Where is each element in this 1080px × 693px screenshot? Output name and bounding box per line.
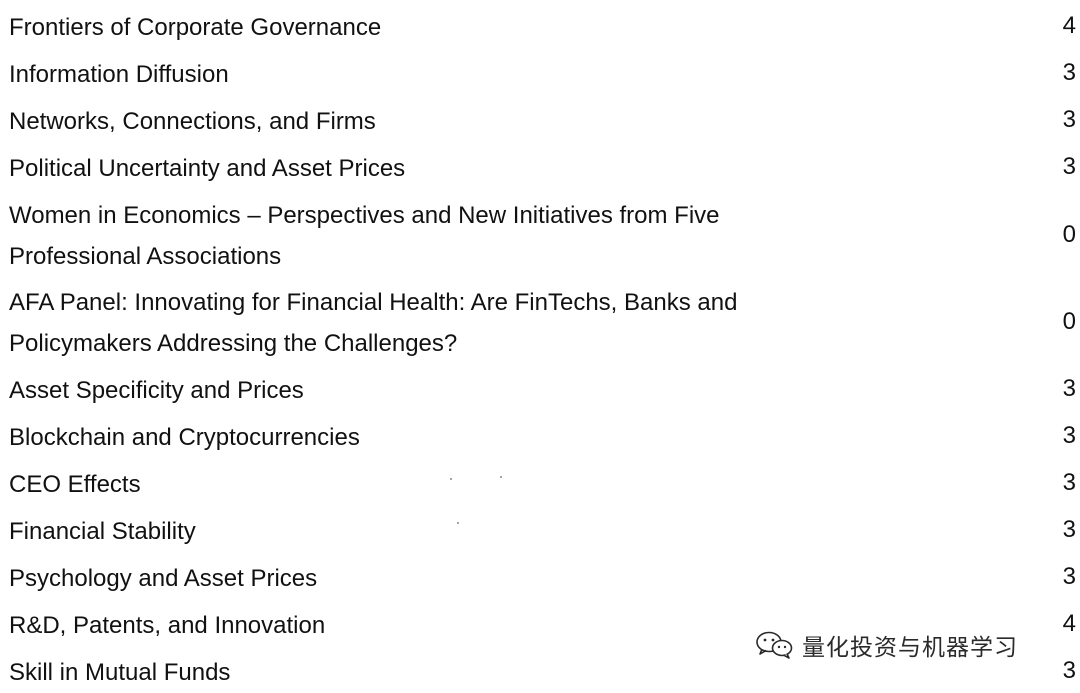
session-row: Frontiers of Corporate Governance 4 <box>0 0 1080 47</box>
session-count: 3 <box>1062 516 1076 543</box>
session-row: Skill in Mutual Funds 3 <box>0 645 1080 692</box>
session-title: Psychology and Asset Prices <box>9 565 318 592</box>
watermark: 量化投资与机器学习 <box>754 628 1018 662</box>
scan-speck <box>450 478 452 480</box>
session-count: 0 <box>1062 308 1076 335</box>
session-row: AFA Panel: Innovating for Financial Heal… <box>0 275 1080 363</box>
session-count: 3 <box>1062 153 1076 180</box>
session-title: Frontiers of Corporate Governance <box>9 14 382 41</box>
session-title: AFA Panel: Innovating for Financial Heal… <box>9 289 738 357</box>
session-row: Networks, Connections, and Firms 3 <box>0 94 1080 141</box>
session-count: 4 <box>1062 12 1076 39</box>
session-title: Political Uncertainty and Asset Prices <box>9 155 406 182</box>
session-title: Skill in Mutual Funds <box>9 659 231 686</box>
session-count: 3 <box>1062 657 1076 684</box>
session-count: 3 <box>1062 469 1076 496</box>
session-count: 3 <box>1062 422 1076 449</box>
watermark-text: 量化投资与机器学习 <box>802 635 1018 661</box>
wechat-icon <box>754 630 794 660</box>
session-row: Women in Economics – Perspectives and Ne… <box>0 188 1080 275</box>
session-title: Blockchain and Cryptocurrencies <box>9 424 360 451</box>
session-count: 3 <box>1062 563 1076 590</box>
session-count: 0 <box>1062 221 1076 248</box>
scan-speck <box>457 522 459 524</box>
session-row: Psychology and Asset Prices 3 <box>0 551 1080 598</box>
session-row: Information Diffusion 3 <box>0 47 1080 94</box>
session-row: Financial Stability 3 <box>0 504 1080 551</box>
session-row: Blockchain and Cryptocurrencies 3 <box>0 410 1080 457</box>
session-count: 4 <box>1062 610 1076 637</box>
session-count: 3 <box>1062 59 1076 86</box>
session-title: CEO Effects <box>9 471 141 498</box>
session-row: Political Uncertainty and Asset Prices 3 <box>0 141 1080 188</box>
session-title: Information Diffusion <box>9 61 229 88</box>
session-row: Asset Specificity and Prices 3 <box>0 363 1080 410</box>
session-row: CEO Effects 3 <box>0 457 1080 504</box>
session-title: Networks, Connections, and Firms <box>9 108 376 135</box>
session-title: R&D, Patents, and Innovation <box>9 612 326 639</box>
session-count: 3 <box>1062 106 1076 133</box>
session-row: R&D, Patents, and Innovation 4 <box>0 598 1080 645</box>
scan-speck <box>500 476 502 478</box>
session-title: Women in Economics – Perspectives and Ne… <box>9 202 720 270</box>
session-title: Financial Stability <box>9 518 196 545</box>
session-title: Asset Specificity and Prices <box>9 377 304 404</box>
session-count: 3 <box>1062 375 1076 402</box>
